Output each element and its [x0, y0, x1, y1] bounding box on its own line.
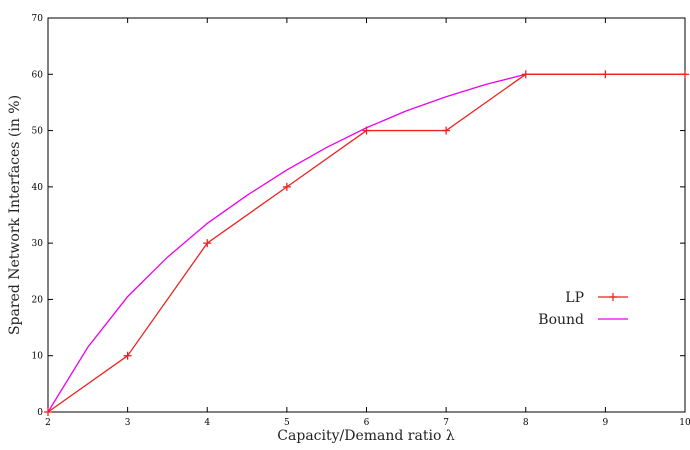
data-point-lp [362, 126, 371, 135]
data-point-lp [203, 239, 212, 248]
legend: LP Bound [538, 290, 628, 328]
y-tick-label: 10 [32, 352, 44, 362]
data-point-lp [601, 70, 610, 79]
axis-ticks [47, 17, 686, 413]
y-tick-label: 70 [32, 14, 44, 24]
series-line-lp [47, 73, 685, 413]
y-tick-label: 40 [32, 183, 44, 193]
y-tick-label: 20 [32, 295, 44, 305]
x-tick-label: 5 [284, 418, 290, 428]
x-tick-label: 2 [45, 418, 51, 428]
data-point-lp [44, 408, 52, 416]
data-point-lp [442, 126, 451, 135]
series-layer [44, 70, 689, 416]
y-tick-label: 30 [32, 239, 44, 249]
plot-frame [47, 17, 686, 413]
x-tick-label: 8 [523, 418, 529, 428]
y-tick-label: 60 [32, 70, 44, 80]
x-tick-label: 10 [679, 418, 690, 428]
x-tick-label: 3 [125, 418, 131, 428]
y-axis-title: Spared Network Interfaces (in %) [7, 95, 23, 335]
y-tick-label: 0 [37, 408, 43, 418]
series-line-bound [47, 73, 685, 413]
x-tick-label: 4 [204, 418, 210, 428]
x-tick-label: 7 [443, 418, 449, 428]
x-axis-title: Capacity/Demand ratio λ [277, 428, 455, 444]
x-tick-label: 9 [603, 418, 609, 428]
legend-label-bound: Bound [538, 312, 584, 328]
data-point-lp [521, 70, 530, 79]
data-point-lp [282, 182, 291, 191]
axis-tick-labels: 2 3 4 5 6 7 8 9 10 0 10 20 30 40 50 60 70 [32, 14, 690, 428]
x-tick-label: 6 [364, 418, 370, 428]
legend-label-lp: LP [565, 290, 584, 306]
data-point-lp [123, 351, 132, 360]
y-tick-label: 50 [32, 127, 44, 137]
data-point-lp [681, 70, 689, 79]
